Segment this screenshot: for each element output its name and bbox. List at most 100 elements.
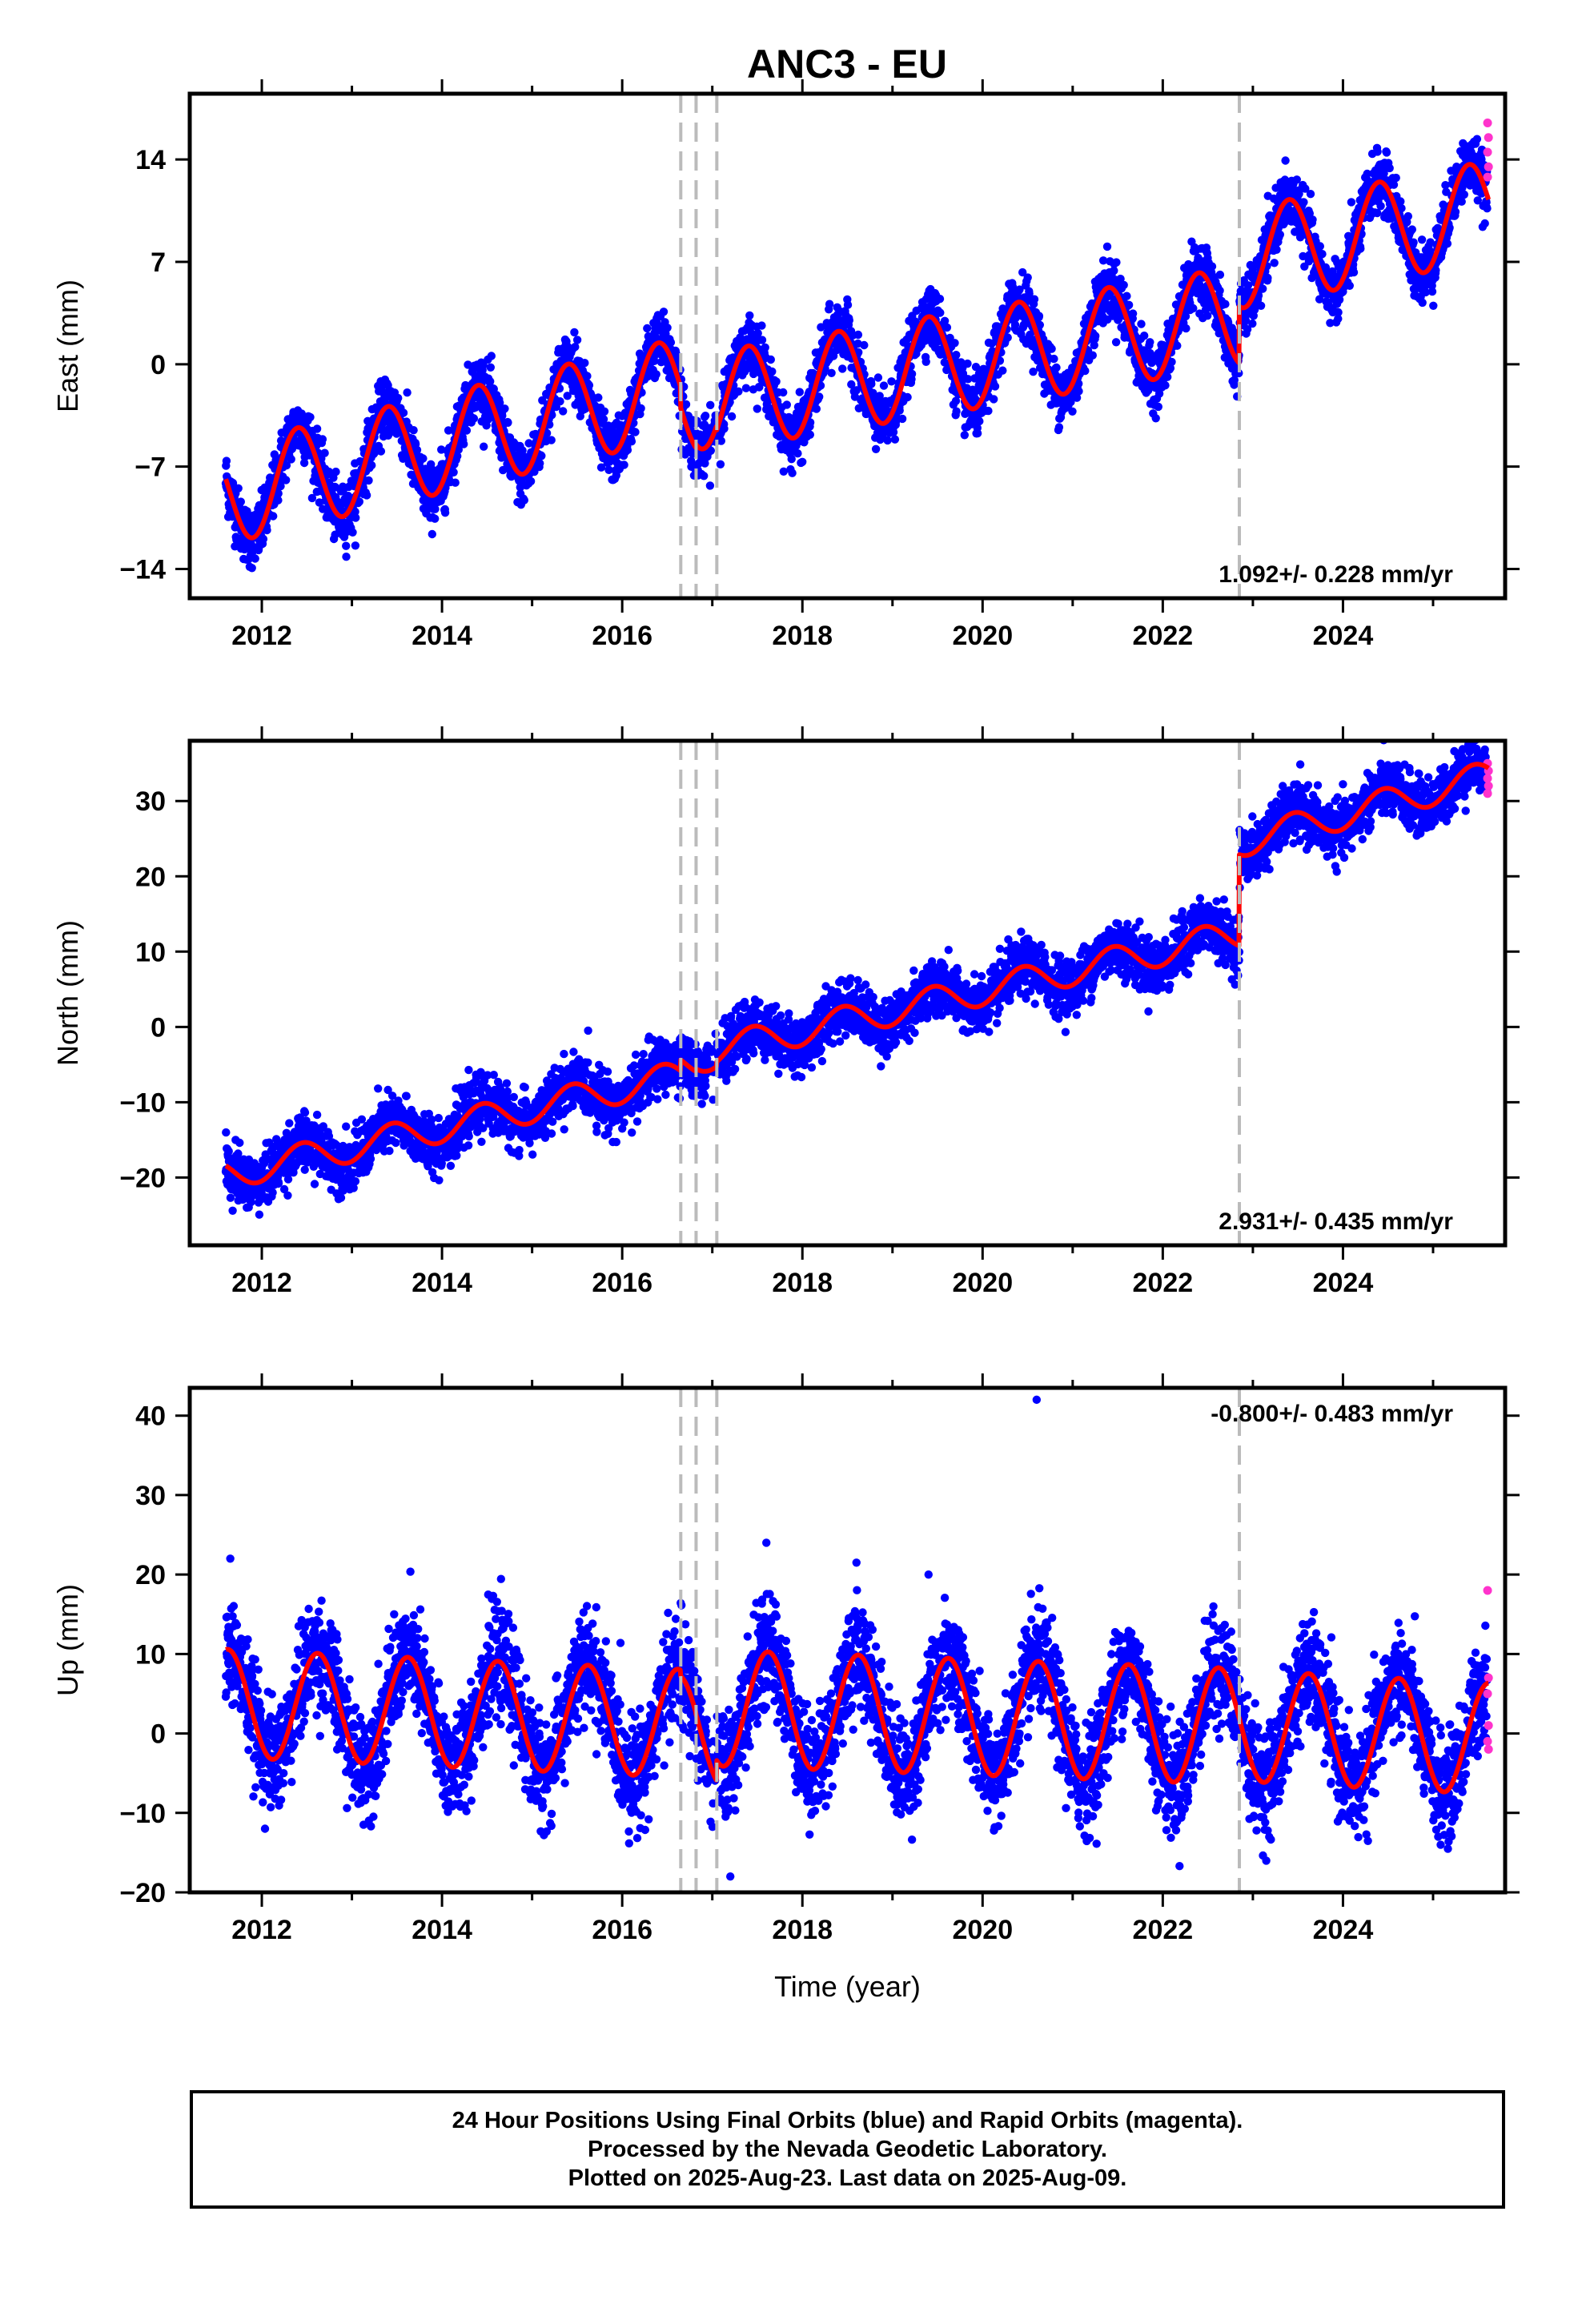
final-point [1154,402,1163,412]
final-point [1151,414,1160,423]
final-point [887,377,896,386]
final-point [1203,312,1212,320]
final-point [663,324,672,332]
final-point [1347,198,1356,207]
final-point [1256,301,1266,310]
final-point [1409,238,1418,247]
final-point [431,505,440,513]
final-point [1182,324,1191,333]
final-point [1418,298,1427,308]
final-point [263,525,271,535]
final-point [701,412,710,420]
final-point [1345,281,1355,290]
final-point [312,424,322,433]
final-point [1052,363,1061,372]
final-point [486,377,495,386]
final-point [1124,300,1134,309]
final-point [1275,230,1285,239]
final-point [666,338,676,347]
final-point [631,428,640,436]
final-point [950,339,959,348]
final-point [706,400,715,409]
final-point [259,534,268,544]
final-point [1299,198,1308,207]
final-point [274,496,283,505]
final-point [362,491,371,500]
final-point [222,456,231,465]
final-orbit-points [221,135,1492,573]
final-point [480,442,488,451]
final-point [1270,259,1279,267]
final-point [860,340,869,350]
final-point [1111,338,1121,347]
final-point [952,351,961,360]
final-point [1407,225,1417,234]
final-point [297,409,306,418]
final-point [1088,351,1098,360]
final-point [1140,332,1149,340]
final-point [364,476,373,485]
final-point [753,404,761,413]
final-point [838,364,847,373]
final-point [282,476,291,485]
final-point [342,541,351,550]
final-point [984,406,993,416]
final-point [897,414,907,424]
final-point [376,447,386,456]
final-point [351,513,360,522]
final-point [355,497,363,506]
final-point [234,484,243,493]
final-point [1263,273,1272,283]
final-point [394,393,403,403]
final-point [537,452,546,460]
final-point [907,369,917,379]
final-point [403,388,412,397]
final-point [1030,295,1039,304]
final-point [903,392,912,402]
final-point [766,355,775,364]
final-point [1443,239,1452,248]
final-point [462,426,472,435]
final-point [449,468,458,476]
final-point [1215,270,1225,279]
final-point [1417,235,1427,244]
final-point [741,384,751,392]
final-point [1403,211,1413,221]
final-point [1308,215,1317,224]
final-point [399,408,408,417]
final-point [745,311,754,320]
final-point [600,407,609,416]
final-point [1207,262,1217,271]
final-point [659,308,669,316]
final-point [825,300,834,308]
final-point [1391,173,1400,183]
final-point [1451,207,1460,216]
final-point [1161,381,1170,390]
final-point [1163,372,1172,381]
final-point [367,460,376,470]
final-point [453,452,462,460]
final-point [757,321,766,330]
final-point [716,460,725,468]
chart-title: ANC3 - EU [747,42,947,86]
final-point [536,459,544,468]
final-point [681,400,691,409]
final-point [236,497,245,506]
final-point [727,412,737,421]
final-point [570,328,579,337]
final-point [351,507,359,517]
final-point [772,377,781,386]
final-point [652,370,661,379]
final-point [504,418,512,427]
final-point [1427,287,1437,296]
final-point [1373,147,1382,156]
final-point [845,316,854,325]
final-point [1023,273,1032,282]
final-point [342,553,351,561]
final-point [276,481,285,491]
final-point [1349,267,1359,277]
final-point [720,424,729,433]
final-point [287,455,295,464]
final-point [486,363,495,372]
